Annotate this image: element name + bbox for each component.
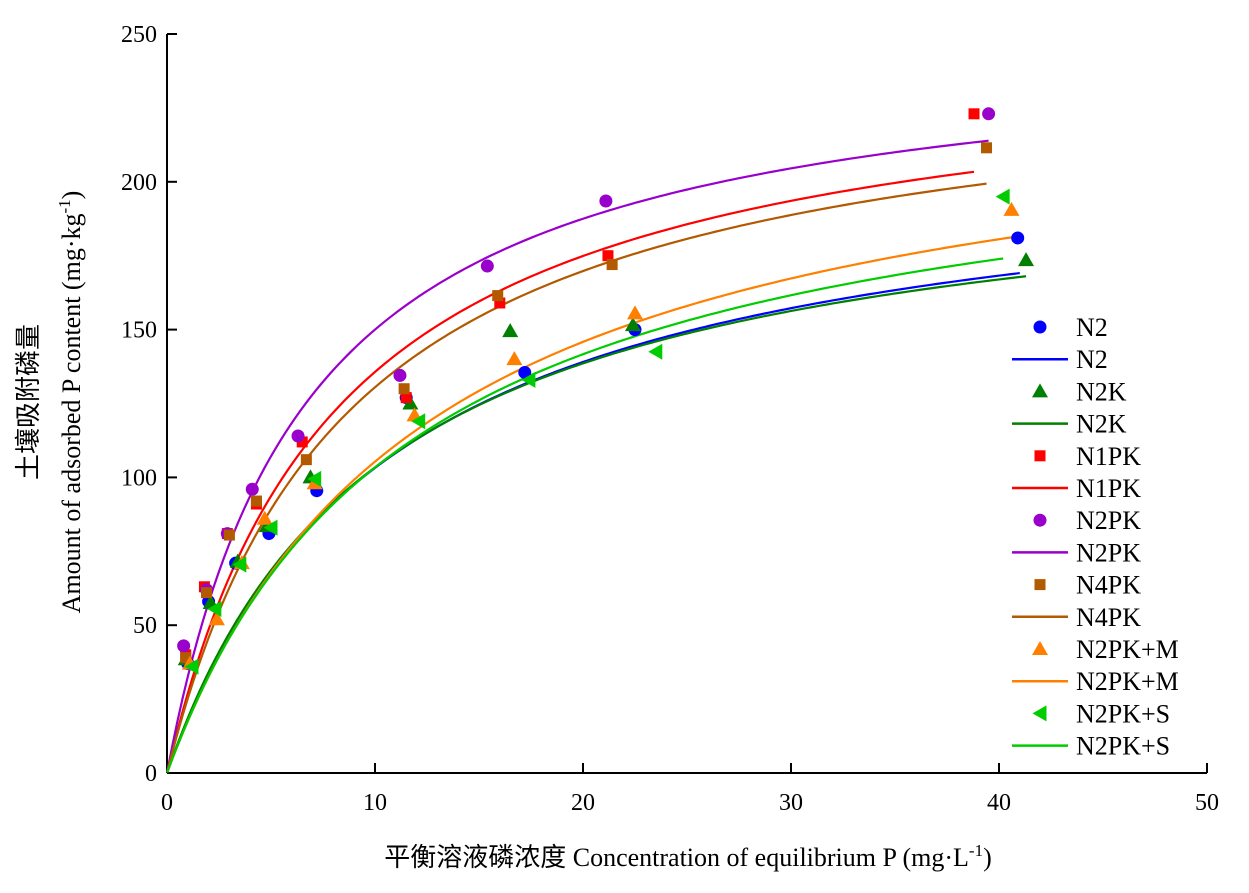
data-point (627, 305, 643, 320)
data-point (208, 611, 225, 626)
data-point (521, 371, 536, 388)
x-tick-label: 40 (987, 790, 1011, 816)
legend-label: N2PK+S (1076, 699, 1170, 728)
legend: N2 N2 N2K N2K N1PK N1PK N2PK N2PK N4PK N4PK N2PK+M… (1012, 313, 1179, 761)
legend-marker (1034, 579, 1046, 591)
data-point (1011, 231, 1025, 245)
data-point (177, 639, 191, 653)
data-point (492, 290, 504, 302)
data-point (180, 652, 192, 664)
data-point (624, 317, 641, 332)
data-point (518, 365, 532, 379)
y-tick-label: 200 (121, 170, 157, 196)
legend-marker (1032, 641, 1048, 655)
y-tick-label: 250 (121, 22, 157, 48)
data-point (648, 343, 663, 360)
data-point (968, 108, 980, 120)
axis-ticks: 0 10 20 30 40 50 0 50 100 150 200 250 (121, 22, 1219, 816)
x-tick-label: 0 (161, 790, 173, 816)
data-point (263, 519, 278, 536)
legend-marker (1032, 383, 1048, 398)
fit-curve (166, 271, 1020, 773)
data-point (201, 587, 213, 599)
data-point (400, 392, 412, 404)
data-point (307, 470, 322, 487)
fit-curve (166, 139, 989, 773)
data-point (480, 259, 494, 273)
data-point (1018, 252, 1035, 267)
legend-label: N1PK (1076, 474, 1141, 503)
legend-marker (1033, 513, 1047, 527)
data-point (1003, 201, 1020, 216)
legend-label: N4PK (1076, 571, 1141, 600)
data-point (393, 368, 407, 382)
y-tick-label: 50 (133, 613, 157, 639)
x-axis-title: 平衡溶液磷浓度 Concentration of equilibrium P (… (384, 841, 992, 872)
data-point (223, 529, 235, 541)
fit-curve (166, 170, 975, 773)
fit-curve (166, 275, 1027, 773)
y-tick-label: 100 (121, 465, 157, 491)
data-point (599, 194, 613, 208)
data-point (256, 510, 273, 525)
legend-label: N4PK (1076, 603, 1141, 632)
data-point (982, 107, 996, 121)
y-axis-title-chinese: 土壤吸附磷量 (14, 324, 43, 480)
fitted-curves (166, 139, 1027, 773)
data-point (602, 250, 614, 262)
legend-marker (1034, 450, 1046, 462)
data-point (502, 323, 519, 338)
fit-curve (166, 257, 1004, 773)
x-tick-label: 10 (363, 790, 387, 816)
data-point (411, 413, 426, 430)
data-point (506, 351, 523, 366)
y-tick-label: 150 (121, 318, 157, 344)
legend-label: N2K (1076, 377, 1127, 406)
y-tick-label: 0 (145, 761, 157, 787)
data-point (296, 436, 308, 448)
legend-label: N2K (1076, 410, 1127, 439)
fit-curve (166, 182, 987, 773)
legend-label: N2PK+M (1076, 635, 1179, 664)
legend-marker (1032, 705, 1047, 722)
data-point (494, 297, 506, 309)
legend-label: N2PK (1076, 538, 1141, 567)
data-point (398, 383, 410, 395)
fit-curve (166, 236, 1012, 773)
legend-marker (1033, 320, 1047, 334)
data-point (981, 142, 993, 154)
legend-label: N2 (1076, 313, 1108, 342)
legend-label: N2 (1076, 345, 1108, 374)
legend-label: N2PK+S (1076, 732, 1170, 761)
legend-label: N1PK (1076, 442, 1141, 471)
data-point (300, 454, 312, 466)
legend-label: N2PK (1076, 506, 1141, 535)
data-point (606, 259, 618, 271)
data-point (250, 495, 262, 507)
data-point (245, 482, 259, 496)
data-point (995, 188, 1010, 205)
data-points (177, 107, 1035, 675)
axes (166, 34, 1207, 774)
data-point (207, 600, 222, 617)
x-tick-label: 20 (571, 790, 595, 816)
data-point (184, 658, 199, 675)
data-point (232, 556, 247, 573)
x-tick-label: 50 (1195, 790, 1219, 816)
x-tick-label: 30 (779, 790, 803, 816)
legend-label: N2PK+M (1076, 667, 1179, 696)
data-point (291, 429, 305, 443)
y-axis-title: 土壤吸附磷量 Amount of adsorbed P content (mg·… (14, 191, 86, 614)
y-axis-title-english: Amount of adsorbed P content (mg·kg-1) (55, 191, 86, 614)
